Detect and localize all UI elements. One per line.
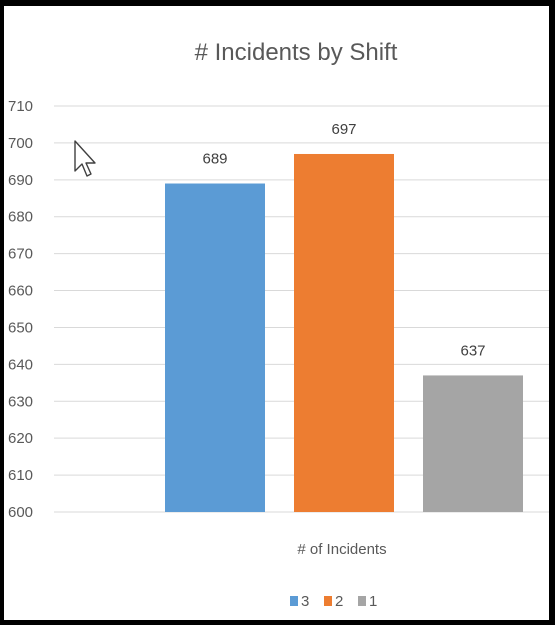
y-tick-label: 650: [8, 319, 33, 336]
mouse-pointer-icon: [74, 140, 96, 177]
y-tick-label: 600: [8, 504, 33, 521]
legend-swatch: [290, 596, 298, 606]
y-tick-label: 610: [8, 467, 33, 484]
data-labels: 689 697 637: [202, 121, 485, 359]
bar-series-2: [294, 153, 394, 512]
x-axis-category-label: # of Incidents: [297, 541, 386, 558]
y-tick-label: 710: [8, 98, 33, 115]
legend-swatch: [358, 596, 366, 606]
y-tick-label: 690: [8, 172, 33, 189]
chart-frame: # Incidents by Shift 600 610 620 630 640 650 6…: [4, 6, 549, 620]
y-tick-label: 630: [8, 393, 33, 410]
bar-chart: # Incidents by Shift 6006106206306406506…: [8, 39, 549, 610]
legend-entry: 2: [335, 593, 343, 610]
y-tick-label: 660: [8, 283, 33, 300]
data-label: 637: [460, 342, 485, 359]
y-tick-label: 620: [8, 430, 33, 447]
bar-series-3: [165, 183, 265, 512]
legend-entry: 3: [301, 593, 309, 610]
y-tick-label: 670: [8, 246, 33, 263]
chart-title: # Incidents by Shift: [195, 39, 398, 66]
data-label: 689: [202, 151, 227, 168]
bar-series-1: [423, 375, 523, 512]
y-tick-label: 700: [8, 135, 33, 152]
data-label: 697: [331, 121, 356, 138]
bars: [165, 153, 523, 512]
y-tick-label: 680: [8, 209, 33, 226]
y-axis-tick-labels: 600 610 620 630 640 650 660 670 680 690 700 710: [8, 98, 33, 521]
legend-entry: 1: [369, 593, 377, 610]
y-tick-label: 640: [8, 356, 33, 373]
legend-swatch: [324, 596, 332, 606]
legend: 3 2 1: [290, 593, 377, 610]
